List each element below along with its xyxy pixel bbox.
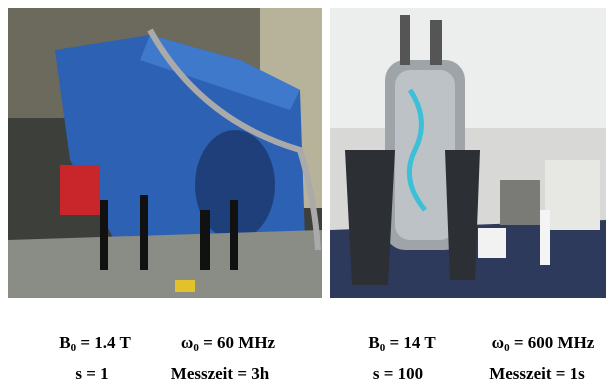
photo-left <box>8 8 322 298</box>
field-label: B0 = 1.4 T <box>59 333 131 354</box>
figure: B0 = 1.4 T ω0 = 60 MHz s = 1 Messzeit = … <box>0 0 611 385</box>
frequency-label: ω0 = 60 MHz <box>181 333 275 354</box>
symbol: ω <box>492 333 504 352</box>
frequency-label: ω0 = 600 MHz <box>492 333 595 354</box>
s-label: s = 100 <box>373 364 423 384</box>
symbol: B <box>59 333 70 352</box>
time-label: Messzeit = 3h <box>171 364 269 384</box>
symbol: B <box>368 333 379 352</box>
value: = 600 MHz <box>510 333 595 352</box>
field-label: B0 = 14 T <box>368 333 435 354</box>
value: = 1.4 T <box>76 333 131 352</box>
s-label: s = 1 <box>75 364 108 384</box>
value: = 14 T <box>385 333 435 352</box>
photos <box>0 0 611 305</box>
symbol: ω <box>181 333 193 352</box>
photo-right <box>330 8 606 298</box>
time-label: Messzeit = 1s <box>489 364 585 384</box>
value: = 60 MHz <box>199 333 275 352</box>
